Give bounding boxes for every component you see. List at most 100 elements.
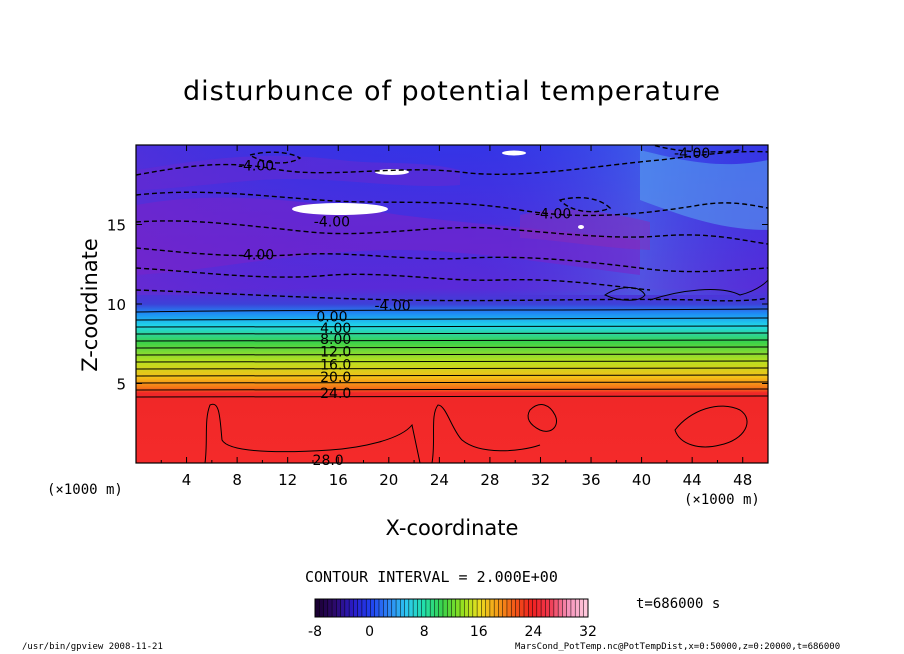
colorbar-tick-label: 0: [365, 624, 374, 640]
colorbar-cell: [366, 599, 371, 617]
colorbar-cell: [464, 599, 469, 617]
x-tick-label: 12: [278, 471, 297, 489]
x-tick-label: 36: [581, 471, 600, 489]
colorbar-cell: [506, 599, 512, 617]
colorbar-cell: [387, 599, 393, 617]
x-axis-label: X-coordinate: [385, 516, 519, 540]
colorbar-cell: [430, 599, 435, 617]
colorbar-cell: [383, 599, 388, 617]
contour-label: 4.00: [320, 321, 351, 337]
colorbar-cell: [404, 599, 410, 617]
x-unit-left: (×1000 m): [47, 482, 123, 498]
colorbar: -8 0 8 16 24 32: [308, 598, 597, 640]
contour-label: 20.0: [320, 370, 351, 386]
colorbar-cell: [477, 599, 482, 617]
colorbar-cell: [417, 599, 422, 617]
colorbar-tick-label: 8: [420, 624, 429, 640]
x-tick-label: 24: [430, 471, 449, 489]
colorbar-cell: [494, 599, 499, 617]
colorbar-cell: [536, 599, 542, 617]
colorbar-cell: [583, 599, 589, 617]
colorbar-cell: [391, 599, 397, 617]
contour-label: -4.00: [374, 299, 410, 315]
colorbar-cell: [451, 599, 457, 617]
y-tick-label: 10: [107, 296, 126, 314]
x-tick-label: 48: [733, 471, 752, 489]
heatmap-field: [136, 145, 768, 463]
colorbar-cell: [468, 599, 474, 617]
x-tick-label: 28: [480, 471, 499, 489]
colorbar-cell: [349, 599, 354, 617]
colorbar-cell: [515, 599, 521, 617]
colorbar-cell: [562, 599, 567, 617]
footer-right: MarsCond_PotTemp.nc@PotTempDist,x=0:5000…: [515, 642, 841, 652]
colorbar-cell: [511, 599, 516, 617]
colorbar-cell: [336, 599, 341, 617]
time-stamp: t=686000 s: [636, 596, 721, 612]
chart-title: disturbunce of potential temperature: [183, 76, 721, 107]
contour-label: -4.00: [238, 248, 274, 264]
colorbar-frame: [314, 598, 589, 618]
x-tick-label: 4: [182, 471, 192, 489]
x-tick-label: 20: [379, 471, 398, 489]
colorbar-cell: [532, 599, 538, 617]
contour-label: 24.0: [320, 386, 351, 402]
contour-label: 16.0: [320, 357, 351, 373]
y-tick-label: 5: [116, 376, 126, 394]
footer-left: /usr/bin/gpview 2008-11-21: [22, 642, 163, 652]
x-tick-label: 44: [683, 471, 702, 489]
colorbar-cell: [575, 599, 580, 617]
colorbar-cell: [344, 599, 350, 617]
x-unit-right: (×1000 m): [684, 492, 760, 508]
colorbar-cell: [489, 599, 495, 617]
colorbar-cell: [549, 599, 555, 617]
colorbar-cell: [498, 599, 503, 617]
colorbar-cell: [353, 599, 358, 617]
colorbar-cell: [447, 599, 452, 617]
x-tick-label: 40: [632, 471, 651, 489]
x-tick-label: 32: [531, 471, 550, 489]
x-ticks: 4 8 12 16 20 24 28 32 36 40 44 48: [160, 145, 752, 489]
contour-label: 28.0: [313, 453, 344, 469]
colorbar-cell: [472, 599, 478, 617]
contour-label: -4.00: [314, 214, 350, 230]
colorbar-cell: [323, 599, 329, 617]
y-tick-label: 15: [107, 217, 126, 235]
colorbar-cell: [541, 599, 546, 617]
colorbar-cell: [481, 599, 486, 617]
colorbar-cell: [327, 599, 333, 617]
colorbar-cell: [396, 599, 401, 617]
colorbar-tick-label: -8: [308, 624, 322, 640]
colorbar-cell: [332, 599, 337, 617]
colorbar-cell: [460, 599, 465, 617]
colorbar-tick-label: 16: [470, 624, 488, 640]
colorbar-tick-label: 32: [579, 624, 597, 640]
colorbar-cell: [340, 599, 346, 617]
colorbar-cell: [400, 599, 405, 617]
colorbar-cell: [519, 599, 525, 617]
colorbar-cell: [553, 599, 559, 617]
x-tick-label: 8: [232, 471, 242, 489]
colorbar-cell: [374, 599, 380, 617]
colorbar-cell: [438, 599, 444, 617]
contour-label: 12.0: [320, 345, 351, 361]
colorbar-cell: [442, 599, 448, 617]
colorbar-cell: [566, 599, 572, 617]
colorbar-cell: [558, 599, 563, 617]
colorbar-cell: [434, 599, 440, 617]
contour-interval: CONTOUR INTERVAL = 2.000E+00: [305, 568, 558, 586]
contour-label: 8.00: [320, 332, 351, 348]
contour-labels: -4.00 -4.00 -4.00 -4.00 -4.00 -4.00 0.004.008.…: [238, 146, 710, 469]
contour-label: 0.00: [316, 310, 347, 326]
colorbar-cell: [455, 599, 461, 617]
colorbar-cell: [485, 599, 491, 617]
colorbar-cell: [319, 599, 324, 617]
colorbar-cell: [370, 599, 376, 617]
colorbar-cell: [408, 599, 414, 617]
colorbar-cell: [528, 599, 533, 617]
colorbar-cell: [315, 599, 320, 617]
colorbar-cell: [545, 599, 550, 617]
contour-label: -4.00: [535, 206, 571, 222]
colorbar-cell: [378, 599, 384, 617]
